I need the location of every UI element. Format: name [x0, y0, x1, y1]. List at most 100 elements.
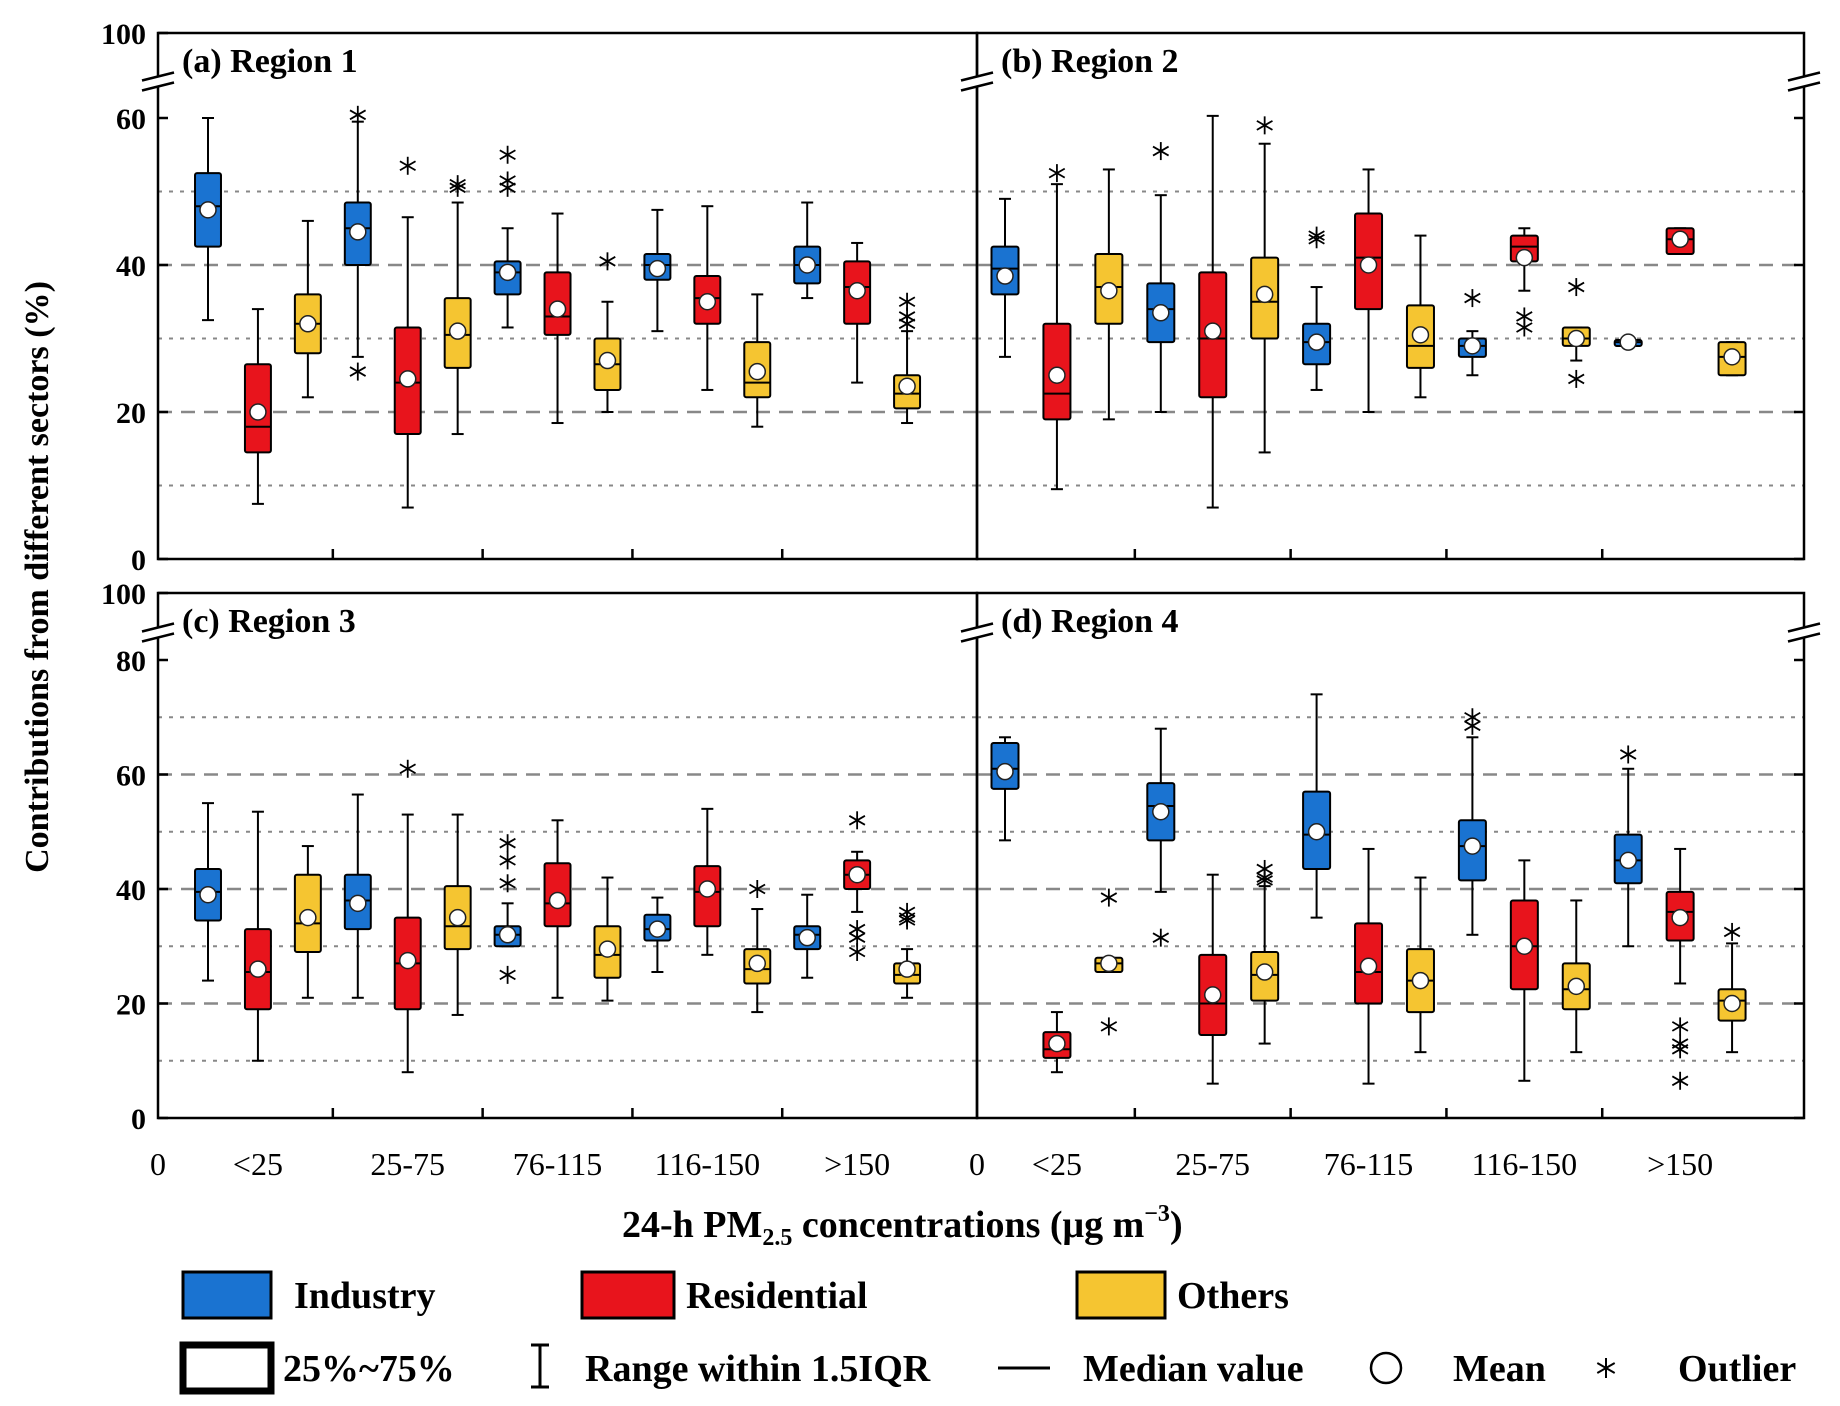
- axis-break-mark: [960, 81, 994, 92]
- legend-whisker-icon: [531, 1343, 549, 1389]
- outlier-marker: [1464, 289, 1481, 308]
- legend: Industry Residential Others 25%~75% Rang…: [179, 1270, 1796, 1395]
- mean-marker: [1152, 304, 1170, 322]
- box-industry-1: [194, 117, 222, 322]
- outlier-stroke: [1100, 892, 1118, 903]
- x-axis-label-exponent: −3: [1144, 1201, 1170, 1227]
- outlier-stroke: [499, 182, 516, 194]
- mean-marker: [249, 960, 267, 978]
- legend-label-residential: Residential: [686, 1275, 868, 1317]
- mean-marker: [698, 293, 717, 311]
- outlier-stroke: [749, 883, 766, 895]
- mean-marker: [1048, 366, 1066, 384]
- box-residential-4: [1509, 859, 1539, 1082]
- x-axis-label: 24-h PM2.5 concentrations (μg m−3): [622, 1201, 1183, 1251]
- y-axis-label: Contributions from different sectors (%): [19, 281, 56, 873]
- outlier-stroke: [1464, 292, 1481, 304]
- outlier-marker: [1048, 164, 1066, 183]
- axis-break-mark: [141, 632, 175, 643]
- axis-break-mark: [1787, 622, 1821, 633]
- outlier-marker: [1671, 1040, 1689, 1059]
- box-others-2: [443, 813, 472, 1016]
- x-category-label: 116-150: [1472, 1146, 1577, 1182]
- legend-label-iqr: 25%~75%: [283, 1348, 455, 1390]
- x-category-label: 76-115: [1324, 1146, 1413, 1182]
- legend-swatch-residential: [580, 1270, 676, 1320]
- mean-marker: [1411, 326, 1430, 344]
- box-others-2: [1250, 116, 1280, 454]
- outlier-marker: [848, 942, 866, 961]
- box-industry-1: [194, 802, 222, 982]
- outlier-stroke: [1256, 120, 1273, 131]
- mean-marker: [1567, 329, 1586, 348]
- box-industry-4: [643, 896, 672, 974]
- box-residential-3: [1354, 168, 1384, 413]
- outlier-stroke: [1464, 720, 1481, 732]
- legend-label-median: Median value: [1083, 1348, 1304, 1390]
- legend-label-outlier: Outlier: [1678, 1348, 1796, 1390]
- panel-2: (b) Region 2: [960, 31, 1821, 561]
- axis-break-mark: [1787, 632, 1821, 643]
- panel-frame: [156, 591, 979, 1120]
- box-residential-2: [393, 156, 422, 509]
- legend-label-mean: Mean: [1453, 1348, 1546, 1390]
- outlier-marker: [1152, 142, 1170, 161]
- panel-title: (b) Region 2: [1001, 43, 1179, 80]
- outlier-marker: [1619, 745, 1637, 764]
- panel-3: 0 20 40 60 80 100 (c) Region 3 <25 25-75 76-115 11…: [101, 578, 979, 1182]
- mean-marker: [1515, 248, 1534, 267]
- box-others-3: [593, 252, 622, 413]
- mean-marker: [1307, 823, 1326, 841]
- mean-marker: [1411, 971, 1430, 990]
- box-residential-4: [693, 807, 722, 956]
- outlier-stroke: [1568, 281, 1585, 293]
- mean-marker: [498, 263, 517, 282]
- mean-marker: [1723, 348, 1741, 366]
- outlier-stroke: [1048, 167, 1066, 179]
- y-tick-label: 100: [101, 18, 146, 51]
- mean-marker: [1463, 837, 1482, 855]
- outlier-stroke: [848, 815, 866, 826]
- box-others-3: [593, 876, 622, 1002]
- mean-marker: [398, 951, 417, 970]
- mean-marker: [1515, 937, 1534, 955]
- box-others-1: [1094, 888, 1124, 1036]
- outlier-marker: [1568, 278, 1585, 297]
- outlier-marker: [399, 759, 416, 778]
- legend-mean-icon: [1369, 1351, 1403, 1385]
- box-industry-3: [1302, 693, 1332, 919]
- outlier-marker: [599, 252, 616, 271]
- y-tick-label: 60: [116, 103, 146, 136]
- box-others-2: [443, 175, 472, 436]
- mean-marker: [1359, 256, 1378, 274]
- x-zero-label: 0: [150, 1146, 166, 1182]
- box-residential-1: [1042, 164, 1072, 491]
- mean-marker: [199, 201, 217, 219]
- outlier-stroke: [1568, 373, 1585, 385]
- outlier-marker: [1256, 116, 1273, 135]
- mean-marker: [598, 351, 617, 370]
- mean-marker: [748, 954, 767, 973]
- panel-title: (c) Region 3: [182, 603, 356, 640]
- outlier-marker: [1308, 230, 1325, 249]
- panel-1: 0 20 40 60 100 (a) Region 1: [101, 18, 979, 577]
- outlier-marker: [399, 156, 416, 175]
- box-industry-4: [1457, 289, 1487, 377]
- mean-marker: [648, 920, 667, 938]
- axis-break-mark: [141, 71, 175, 82]
- outlier-stroke: [1671, 1021, 1689, 1032]
- outlier-stroke: [848, 946, 866, 958]
- outlier-stroke: [399, 160, 416, 172]
- x-category-label: 116-150: [655, 1146, 760, 1182]
- legend-iqr-box-icon: [179, 1341, 275, 1395]
- mean-marker: [299, 315, 317, 333]
- box-industry-3: [493, 834, 522, 984]
- mean-marker: [548, 300, 567, 318]
- axis-break-mark: [960, 622, 994, 633]
- box-others-1: [293, 845, 322, 999]
- outlier-marker: [1464, 716, 1481, 735]
- outlier-marker: [1100, 1017, 1118, 1036]
- x-category-label: 25-75: [1175, 1146, 1250, 1182]
- box-others-1: [1094, 168, 1124, 421]
